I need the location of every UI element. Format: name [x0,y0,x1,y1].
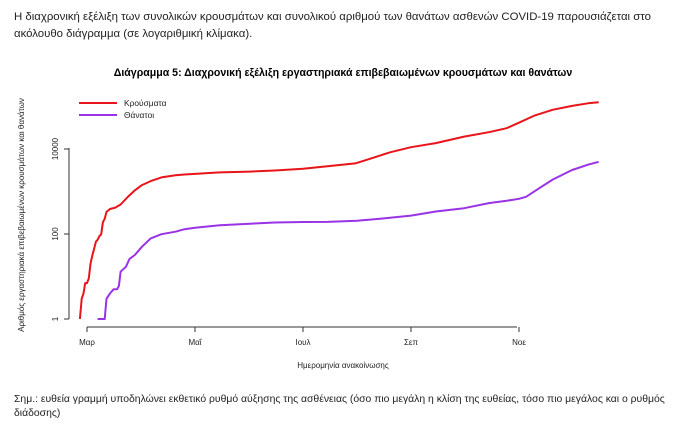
y-ticks: 1 100 10000 [51,137,69,321]
series-line-cases [78,101,599,320]
x-tick-label: Σεπ [404,338,419,347]
footnote: Σημ.: ευθεία γραμμή υποδηλώνει εκθετικό … [14,394,665,419]
intro-paragraph: Η διαχρονική εξέλιξη των συνολικών κρουσ… [14,11,651,40]
y-tick-label: 1 [51,316,60,321]
legend-label-cases: Κρούσματα [124,98,167,108]
x-ticks: Μαρ Μαΐ Ιουλ Σεπ Νοε [79,327,526,347]
x-tick-label: Νοε [512,338,526,347]
y-tick-label: 100 [51,227,60,241]
series-line-deaths [97,160,599,320]
plot-frame [68,148,517,328]
series-lines [78,101,599,320]
chart-title: Διάγραμμα 5: Διαχρονική εξέλιξη εργαστηρ… [114,67,573,79]
y-tick-label: 10000 [51,137,60,160]
x-tick-label: Ιουλ [295,338,310,347]
legend: Κρούσματα Θάνατοι [79,98,167,120]
y-axis-label: Αριθμός εργαστηριακά επιβεβαιωμένων κρου… [17,98,26,332]
x-tick-label: Μαΐ [188,338,202,347]
x-axis-label: Ημερομηνία ανακοίνωσης [297,361,389,370]
legend-label-deaths: Θάνατοι [124,110,154,120]
x-tick-label: Μαρ [79,338,95,347]
